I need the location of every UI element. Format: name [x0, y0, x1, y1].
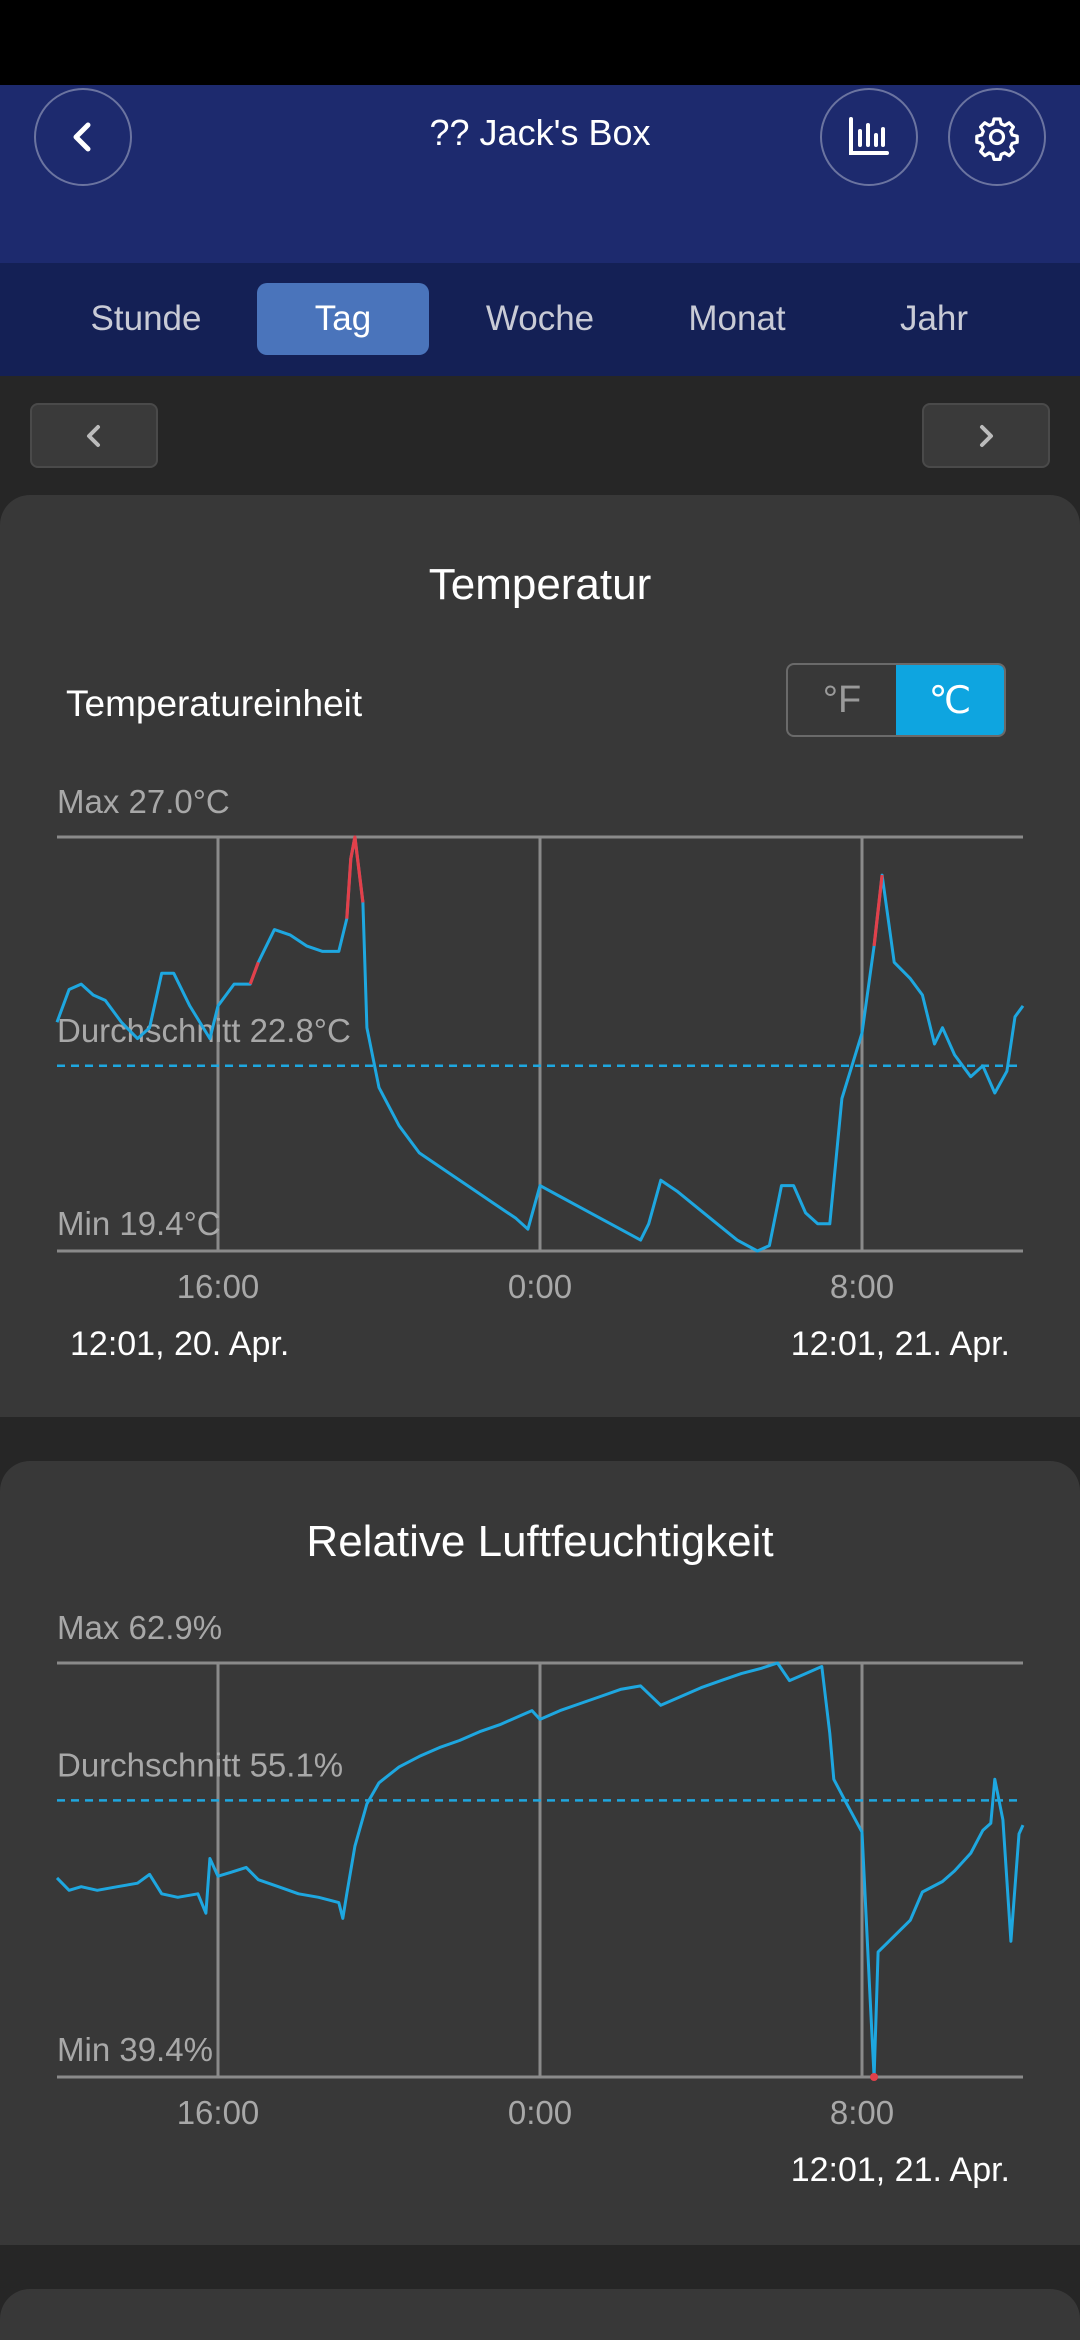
back-button[interactable]: [34, 88, 132, 186]
min-label: Min 39.4%: [57, 2031, 213, 2068]
app-header: ?? Jack's Box: [0, 85, 1080, 263]
status-bar: [0, 0, 1080, 98]
humidity-chart: 16:00 0:00 8:00 Max 62.9% Durchschnitt 55.1%…: [55, 1609, 1025, 2189]
gear-icon: [975, 117, 1019, 161]
device-title: ?? Jack's Box: [429, 112, 651, 153]
x-tick-label: 0:00: [508, 2094, 572, 2131]
date-start-label: 12:01, 20. Apr.: [70, 1325, 289, 1363]
series-line: [55, 835, 1025, 1253]
x-tick-label: 0:00: [508, 1268, 572, 1305]
min-label: Min 19.4°C: [57, 1205, 221, 1242]
series-line: [55, 1661, 1025, 2079]
date-end-label: 12:01, 21. Apr.: [791, 1325, 1010, 1363]
max-label: Max 27.0°C: [57, 783, 230, 820]
max-label: Max 62.9%: [57, 1609, 222, 1646]
peak-segment: [248, 961, 260, 985]
x-tick-label: 8:00: [830, 1268, 894, 1305]
x-tick-label: 16:00: [177, 1268, 260, 1305]
next-period-button[interactable]: [922, 403, 1050, 468]
temperature-title: Temperatur: [428, 560, 652, 609]
x-tick-label: 16:00: [177, 2094, 260, 2131]
temperature-unit-label: Temperatureinheit: [66, 683, 363, 724]
chevron-right-icon: [980, 424, 993, 447]
x-tick-label: 8:00: [830, 2094, 894, 2131]
peak-point: [870, 2073, 879, 2081]
average-label: Durchschnitt 55.1%: [57, 1746, 343, 1783]
peak-segment: [872, 874, 884, 947]
previous-period-button[interactable]: [30, 403, 158, 468]
humidity-title: Relative Luftfeuchtigkeit: [306, 1517, 774, 1566]
peak-segment: [345, 835, 365, 919]
date-end-label: 12:01, 21. Apr.: [791, 2151, 1010, 2189]
settings-button[interactable]: [948, 88, 1046, 186]
next-card: [0, 2289, 1080, 2340]
unit-fahrenheit-option[interactable]: °F: [822, 678, 862, 721]
chevron-left-icon: [73, 122, 91, 152]
statistics-button[interactable]: [820, 88, 918, 186]
tab-jahr[interactable]: Jahr: [899, 299, 969, 338]
temperature-unit-toggle: °F ℃: [786, 663, 1006, 737]
card-separator: [0, 1417, 1080, 1461]
bar-chart-icon: [849, 117, 889, 155]
tab-stunde[interactable]: Stunde: [90, 299, 202, 338]
card-separator: [0, 2245, 1080, 2289]
unit-celsius-option[interactable]: ℃: [896, 665, 1004, 735]
tab-woche[interactable]: Woche: [485, 299, 595, 338]
period-tabs: Stunde Tag Woche Monat Jahr: [0, 263, 1080, 376]
tab-monat[interactable]: Monat: [688, 299, 786, 338]
tab-tag[interactable]: Tag: [257, 283, 429, 355]
chevron-left-icon: [87, 424, 100, 447]
